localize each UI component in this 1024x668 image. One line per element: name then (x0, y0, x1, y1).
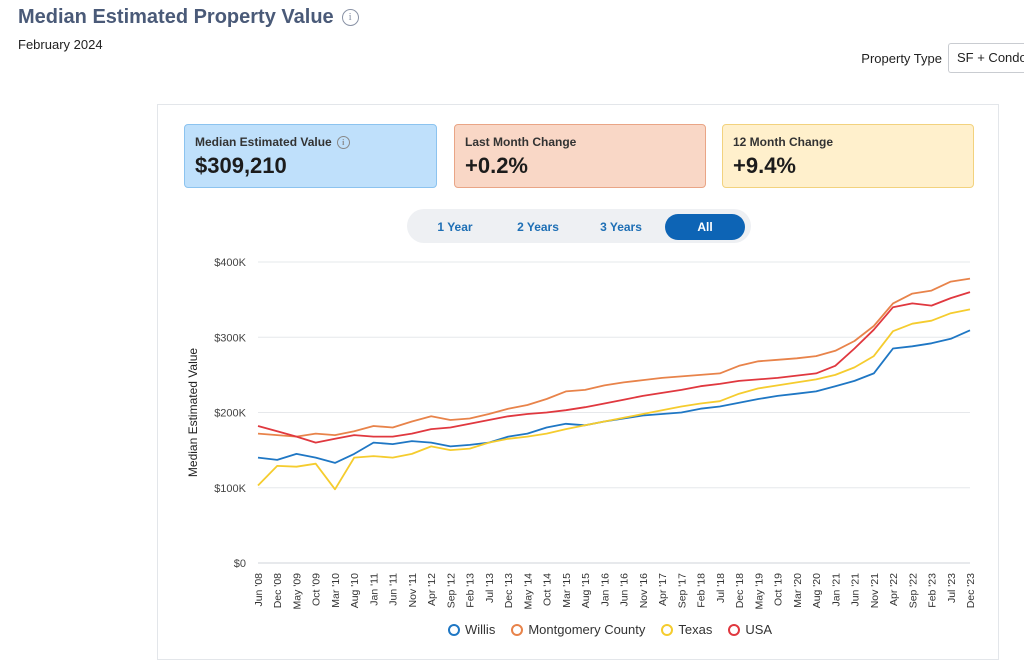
x-tick-label: Dec '08 (272, 573, 284, 608)
x-tick-label: May '19 (753, 573, 765, 610)
legend-marker-montgomery-county (511, 623, 524, 636)
x-tick-label: Oct '14 (542, 573, 554, 606)
last-month-change-value: +0.2% (465, 153, 528, 178)
median-value-card-label-row: Median Estimated Value i (195, 135, 426, 149)
x-tick-label: Apr '22 (888, 573, 900, 606)
line-chart: $0 $100K $200K $300K $400K Jun '08 Dec '08 May … (186, 257, 977, 610)
x-tick-label: Jan '11 (368, 573, 380, 606)
legend-item-montgomery-county[interactable]: Montgomery County (511, 622, 645, 637)
x-tick-label: Nov '16 (638, 573, 650, 608)
x-tick-label: Aug '15 (580, 573, 592, 608)
x-tick-label: Feb '23 (927, 573, 939, 608)
x-tick-label: Dec '18 (734, 573, 746, 608)
x-tick-label: Jan '16 (599, 573, 611, 607)
legend-label-texas: Texas (678, 622, 713, 637)
median-value-card: Median Estimated Value i $309,210 (184, 124, 437, 188)
page-subtitle: February 2024 (18, 37, 103, 52)
x-tick-label: Jul '18 (715, 573, 727, 603)
x-tick-label: Jun '16 (619, 573, 631, 607)
x-tick-label: Mar '20 (792, 573, 804, 608)
y-tick-label: $300K (214, 332, 246, 344)
legend-label-usa: USA (745, 622, 773, 637)
x-tick-label: Jul '13 (484, 573, 496, 603)
y-tick-label: $400K (214, 257, 246, 269)
x-tick-label: Jul '23 (946, 573, 958, 603)
y-tick-label: $0 (234, 558, 246, 570)
series-line-texas (257, 308, 971, 491)
y-axis-title: Median Estimated Value (186, 348, 200, 478)
x-tick-label: Aug '10 (349, 573, 361, 608)
series-line-montgomery-county (257, 277, 971, 438)
x-tick-label: May '09 (291, 573, 303, 610)
tab-all[interactable]: All (665, 214, 745, 240)
y-tick-label: $200K (214, 408, 246, 420)
x-tick-label: Feb '18 (696, 573, 708, 608)
x-tick-label: Feb '13 (465, 573, 477, 608)
property-type-filter: Property Type SF + Condo (861, 43, 1024, 73)
x-tick-label: Mar '10 (330, 573, 342, 608)
info-icon[interactable]: i (341, 9, 359, 26)
x-tick-label: Mar '15 (561, 573, 573, 608)
x-tick-label: Nov '21 (869, 573, 881, 608)
x-tick-label: Sep '12 (445, 573, 457, 608)
series-line-usa (257, 291, 971, 444)
x-tick-label: May '14 (522, 573, 534, 610)
tab-3-years[interactable]: 3 Years (600, 220, 642, 234)
chart-legend: Willis Montgomery County Texas USA (448, 622, 788, 637)
page-title: Median Estimated Property Value (18, 6, 334, 28)
legend-label-willis: Willis (465, 622, 496, 637)
tab-2-years[interactable]: 2 Years (517, 220, 559, 234)
property-type-select[interactable]: SF + Condo (948, 43, 1024, 73)
legend-item-willis[interactable]: Willis (448, 622, 495, 637)
last-month-change-label: Last Month Change (465, 135, 577, 149)
median-value-label: Median Estimated Value (195, 135, 332, 149)
twelve-month-change-label: 12 Month Change (733, 135, 834, 149)
legend-marker-texas (661, 623, 674, 636)
x-tick-label: Nov '11 (407, 573, 419, 608)
info-icon[interactable]: i (336, 135, 350, 149)
x-tick-label: Sep '22 (907, 573, 919, 608)
chart-panel: Median Estimated Value i $309,210 Last M… (157, 104, 999, 660)
x-tick-label: Aug '20 (811, 573, 823, 608)
last-month-change-card: Last Month Change +0.2% (454, 124, 706, 188)
x-tick-label: Jan '21 (830, 573, 842, 607)
twelve-month-change-value: +9.4% (733, 153, 796, 178)
x-tick-label: Sep '17 (676, 573, 688, 608)
x-tick-label: Apr '17 (657, 573, 669, 606)
series-line-willis (257, 329, 971, 464)
x-tick-label: Apr '12 (426, 573, 438, 606)
x-tick-label: Jun '21 (850, 573, 862, 607)
x-tick-label: Jun '11 (388, 573, 400, 606)
tab-1-year[interactable]: 1 Year (437, 220, 473, 234)
time-range-tabs: 1 Year 2 Years 3 Years All (407, 209, 751, 243)
x-tick-label: Oct '19 (773, 573, 785, 606)
property-type-label: Property Type (861, 50, 942, 66)
x-tick-label: Jun '08 (253, 573, 265, 607)
x-tick-label: Dec '23 (965, 573, 977, 608)
twelve-month-change-card: 12 Month Change +9.4% (722, 124, 974, 188)
legend-item-texas[interactable]: Texas (661, 622, 712, 637)
legend-marker-usa (728, 623, 741, 636)
y-tick-label: $100K (214, 483, 246, 495)
x-tick-label: Dec '13 (503, 573, 515, 608)
title-row: Median Estimated Property Value i (18, 6, 359, 29)
x-tick-label: Oct '09 (311, 573, 323, 606)
legend-label-montgomery-county: Montgomery County (528, 622, 646, 637)
median-value: $309,210 (195, 153, 287, 178)
legend-item-usa[interactable]: USA (728, 622, 772, 637)
legend-marker-willis (448, 623, 460, 636)
